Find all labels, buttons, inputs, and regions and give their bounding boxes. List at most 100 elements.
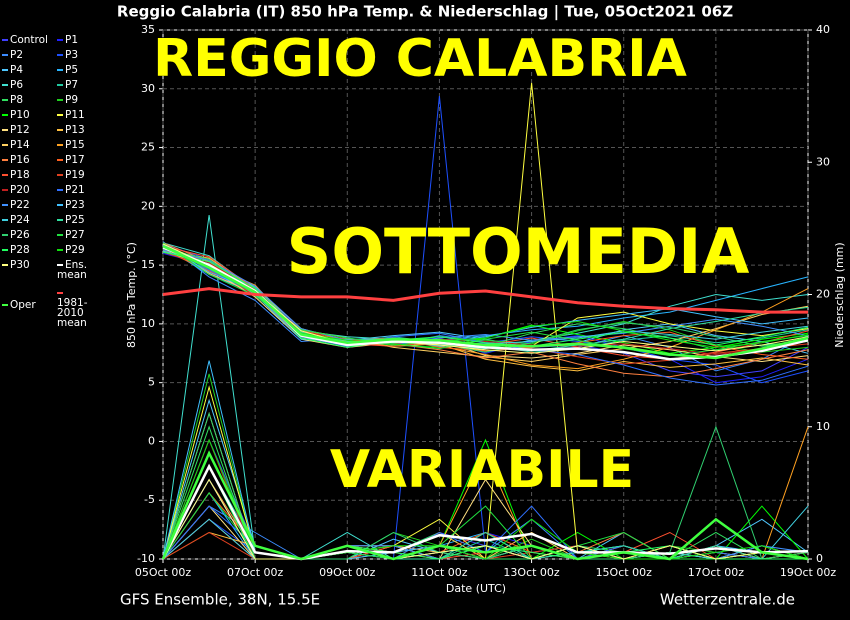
y-tick-label: 30 bbox=[141, 82, 155, 95]
legend-item: P10 bbox=[2, 110, 60, 120]
legend-label: P17 bbox=[65, 154, 85, 166]
legend-swatch bbox=[57, 249, 63, 251]
legend-label: P11 bbox=[65, 109, 85, 121]
legend-swatch bbox=[2, 39, 8, 41]
y-tick-label: 10 bbox=[141, 317, 155, 330]
precipitation-line bbox=[162, 478, 809, 560]
legend-item: P24 bbox=[2, 215, 60, 225]
temperature-line bbox=[162, 287, 808, 314]
legend-swatch bbox=[2, 304, 8, 306]
temperature-line bbox=[162, 249, 809, 346]
y-axis-label: 850 hPa Temp. (°C) bbox=[125, 242, 138, 348]
legend-swatch bbox=[57, 204, 63, 206]
legend-label: P30 bbox=[10, 259, 30, 271]
legend-label: P28 bbox=[10, 244, 30, 256]
legend-item: P29 bbox=[57, 245, 115, 255]
footer-right: Wetterzentrale.de bbox=[660, 591, 795, 609]
legend-swatch bbox=[57, 292, 63, 294]
y-tick-label: 35 bbox=[141, 23, 155, 36]
legend-item: P1 bbox=[57, 35, 115, 45]
legend-label: P9 bbox=[65, 94, 79, 106]
y-tick-label: -5 bbox=[144, 493, 155, 506]
legend-item: P7 bbox=[57, 80, 115, 90]
legend-swatch bbox=[57, 189, 63, 191]
legend-label: P29 bbox=[65, 244, 85, 256]
chart-title: Reggio Calabria (IT) 850 hPa Temp. & Nie… bbox=[117, 3, 733, 22]
legend-item: P27 bbox=[57, 230, 115, 240]
legend-swatch bbox=[2, 174, 8, 176]
y-tick-label: -10 bbox=[137, 552, 155, 565]
legend-label: P20 bbox=[10, 184, 30, 196]
legend-swatch bbox=[2, 69, 8, 71]
legend-label: P22 bbox=[10, 199, 30, 211]
legend-swatch bbox=[2, 99, 8, 101]
legend-label: P1 bbox=[65, 34, 79, 46]
legend-item: P16 bbox=[2, 155, 60, 165]
legend-swatch bbox=[2, 144, 8, 146]
legend-label: P23 bbox=[65, 199, 85, 211]
precipitation-line bbox=[161, 463, 809, 561]
legend-label: P12 bbox=[10, 124, 30, 136]
legend-swatch bbox=[2, 249, 8, 251]
legend-item: P2 bbox=[2, 50, 60, 60]
x-tick-label: 15Oct 00z bbox=[596, 566, 653, 579]
legend-label: P14 bbox=[10, 139, 30, 151]
legend-item: P30 bbox=[2, 260, 60, 270]
legend-item: P11 bbox=[57, 110, 115, 120]
legend-label: P26 bbox=[10, 229, 30, 241]
legend-label: P21 bbox=[65, 184, 85, 196]
legend-swatch bbox=[2, 234, 8, 236]
legend-swatch bbox=[57, 84, 63, 86]
legend-swatch bbox=[2, 189, 8, 191]
legend-label: P10 bbox=[10, 109, 30, 121]
legend-swatch bbox=[57, 129, 63, 131]
legend-swatch bbox=[57, 174, 63, 176]
legend-label: P24 bbox=[10, 214, 30, 226]
legend-label: P16 bbox=[10, 154, 30, 166]
legend-item: P28 bbox=[2, 245, 60, 255]
legend-swatch bbox=[2, 114, 8, 116]
legend-label: P18 bbox=[10, 169, 30, 181]
legend-item: P13 bbox=[57, 125, 115, 135]
temperature-line bbox=[162, 248, 809, 370]
legend-label: P27 bbox=[65, 229, 85, 241]
x-tick-label: 07Oct 00z bbox=[227, 566, 284, 579]
legend-label: P15 bbox=[65, 139, 85, 151]
annotation: REGGIO CALABRIA bbox=[153, 29, 687, 89]
legend-item: P15 bbox=[57, 140, 115, 150]
legend-item: P21 bbox=[57, 185, 115, 195]
y2-tick-label: 40 bbox=[816, 23, 830, 36]
legend-item: P9 bbox=[57, 95, 115, 105]
annotation: SOTTOMEDIA bbox=[287, 215, 750, 288]
legend-label: P4 bbox=[10, 64, 24, 76]
annotation: VARIABILE bbox=[330, 440, 634, 500]
legend-label: P3 bbox=[65, 49, 79, 61]
legend-item: P20 bbox=[2, 185, 60, 195]
y2-axis-label: Niederschlag (mm) bbox=[833, 242, 846, 347]
x-tick-label: 05Oct 00z bbox=[135, 566, 192, 579]
legend-label: P5 bbox=[65, 64, 79, 76]
legend-item: P18 bbox=[2, 170, 60, 180]
legend-item: Oper bbox=[2, 300, 60, 310]
precipitation-line bbox=[161, 450, 809, 561]
x-tick-label: 17Oct 00z bbox=[688, 566, 745, 579]
legend-swatch bbox=[2, 204, 8, 206]
legend-label: P25 bbox=[65, 214, 85, 226]
y2-tick-label: 0 bbox=[816, 552, 823, 565]
legend-label: 1981-2010 mean bbox=[57, 297, 88, 329]
legend-item: P19 bbox=[57, 170, 115, 180]
legend-swatch bbox=[2, 84, 8, 86]
legend-item: P12 bbox=[2, 125, 60, 135]
legend-item: P4 bbox=[2, 65, 60, 75]
x-tick-label: 13Oct 00z bbox=[503, 566, 560, 579]
legend-item: P25 bbox=[57, 215, 115, 225]
y2-tick-label: 20 bbox=[816, 288, 830, 301]
x-axis-label: Date (UTC) bbox=[446, 582, 506, 595]
y-tick-label: 0 bbox=[148, 434, 155, 447]
x-tick-label: 11Oct 00z bbox=[411, 566, 468, 579]
y-tick-label: 5 bbox=[148, 376, 155, 389]
temperature-line bbox=[162, 245, 809, 360]
legend-swatch bbox=[57, 54, 63, 56]
